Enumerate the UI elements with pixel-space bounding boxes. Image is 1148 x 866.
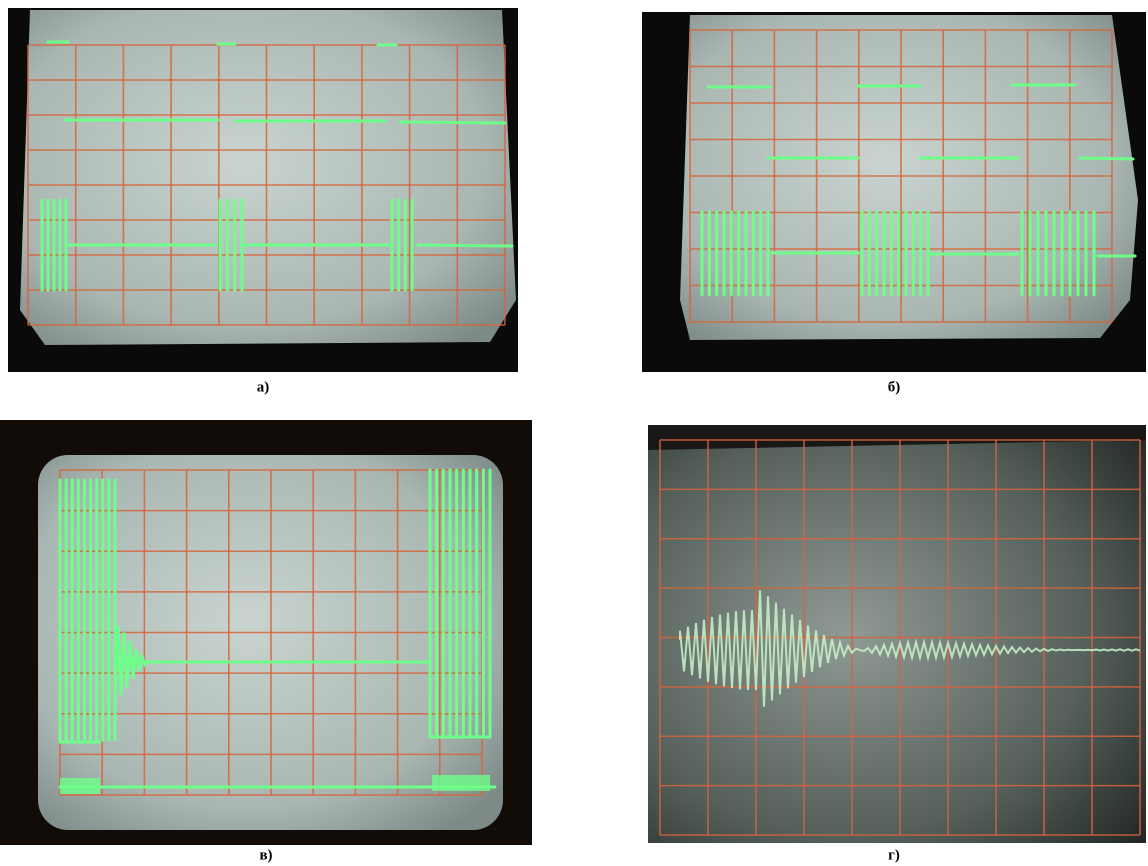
grid	[27, 44, 506, 326]
traces	[679, 590, 1141, 707]
screen	[20, 10, 516, 345]
screen	[648, 425, 1146, 843]
trace	[679, 590, 1141, 707]
caption: а)	[257, 379, 270, 395]
panel-d: г)	[648, 425, 1146, 863]
grid	[659, 439, 1141, 836]
bezel	[648, 425, 1146, 450]
traces	[58, 468, 497, 794]
traces	[700, 83, 1137, 297]
traces	[40, 40, 514, 292]
panel-c: в)	[0, 420, 532, 863]
caption: б)	[888, 379, 901, 395]
caption: в)	[259, 847, 272, 863]
trace	[113, 598, 150, 700]
panel-b: б)	[642, 12, 1146, 395]
caption: г)	[888, 847, 900, 863]
panel-a: а)	[8, 8, 518, 395]
grid	[689, 29, 1113, 323]
